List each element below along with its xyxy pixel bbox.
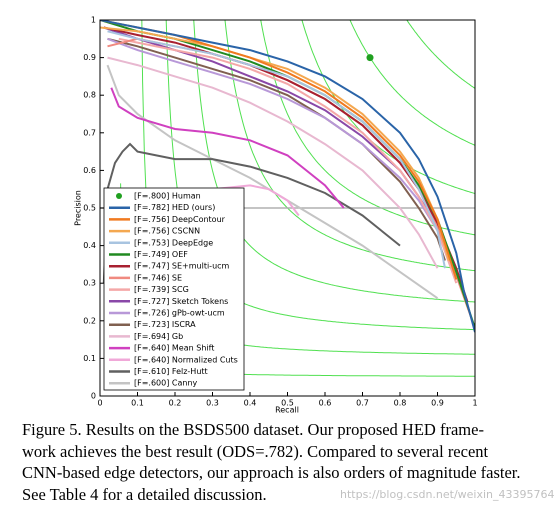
x-axis-label: Recall (275, 406, 299, 415)
y-tick-label: 0.4 (83, 241, 96, 250)
caption-line: Figure 5. Results on the BSDS500 dataset… (22, 420, 484, 439)
legend-label: [F=.727] Sketch Tokens (134, 297, 228, 306)
x-tick-label: 0.5 (281, 399, 294, 408)
y-tick-label: 0.7 (83, 128, 96, 137)
caption-line: CNN-based edge detectors, our approach i… (22, 463, 521, 482)
x-tick-label: 0 (97, 399, 102, 408)
y-tick-label: 0.5 (83, 204, 96, 213)
x-tick-label: 0.8 (394, 399, 407, 408)
watermark: https://blog.csdn.net/weixin_43395764 (340, 488, 554, 501)
y-tick-label: 1 (91, 16, 96, 25)
legend-label: [F=.726] gPb-owt-ucm (134, 309, 225, 318)
x-tick-label: 0.9 (431, 399, 444, 408)
curve (107, 30, 446, 269)
legend-label: [F=.746] SE (134, 273, 182, 282)
x-tick-label: 0.2 (169, 399, 182, 408)
x-tick-label: 0.3 (206, 399, 219, 408)
iso-f-curve (406, 20, 475, 89)
x-tick-label: 1 (472, 399, 477, 408)
legend-label: [F=.640] Normalized Cuts (134, 355, 238, 364)
iso-f-curve (301, 20, 475, 194)
curve (107, 37, 446, 261)
y-tick-label: 0.3 (83, 279, 96, 288)
x-tick-label: 0.7 (356, 399, 369, 408)
y-tick-label: 0.9 (83, 53, 96, 62)
y-tick-label: 0.6 (83, 166, 96, 175)
legend-label: [F=.747] SE+multi-ucm (134, 262, 230, 271)
curves (100, 20, 475, 333)
legend-label: [F=.756] CSCNN (134, 227, 200, 236)
y-axis-label: Precision (74, 190, 83, 226)
curve (100, 20, 475, 333)
y-tick-label: 0.8 (83, 91, 96, 100)
y-tick-label: 0 (91, 392, 96, 401)
y-tick-label: 0.1 (83, 354, 96, 363)
legend-label: [F=.782] HED (ours) (134, 203, 215, 212)
caption-line: See Table 4 for a detailed discussion. (22, 484, 267, 504)
caption-line: work achieves the best result (ODS=.782)… (22, 441, 489, 461)
x-tick-label: 0.6 (319, 399, 332, 408)
legend-swatch (116, 193, 122, 199)
x-tick-label: 0.4 (244, 399, 257, 408)
curve (107, 37, 458, 273)
legend-label: [F=.749] OEF (134, 250, 188, 259)
legend-label: [F=.756] DeepContour (134, 215, 226, 224)
curve (106, 64, 439, 300)
y-tick-label: 0.2 (83, 316, 96, 325)
legend-label: [F=.800] Human (134, 192, 201, 201)
curve (100, 26, 450, 261)
chart: Recall Precision 0 0.1 0.2 0.3 0.4 0.5 0.6 0.7 0… (74, 16, 478, 415)
legend-label: [F=.723] ISCRA (134, 320, 196, 329)
curve (118, 37, 458, 284)
legend-label: [F=.610] Felz-Hutt (134, 367, 208, 376)
x-tick-label: 0.1 (131, 399, 144, 408)
legend-label: [F=.694] Gb (134, 332, 183, 341)
legend-label: [F=.739] SCG (134, 285, 189, 294)
iso-f-curve (349, 20, 475, 146)
legend-label: [F=.600] Canny (134, 379, 198, 388)
curve (107, 56, 439, 269)
curve (102, 142, 401, 284)
curve (110, 87, 345, 209)
iso-f-curve (224, 20, 475, 272)
data-point (366, 54, 374, 62)
legend-label: [F=.753] DeepEdge (134, 238, 213, 247)
legend-label: [F=.640] Mean Shift (134, 344, 214, 353)
